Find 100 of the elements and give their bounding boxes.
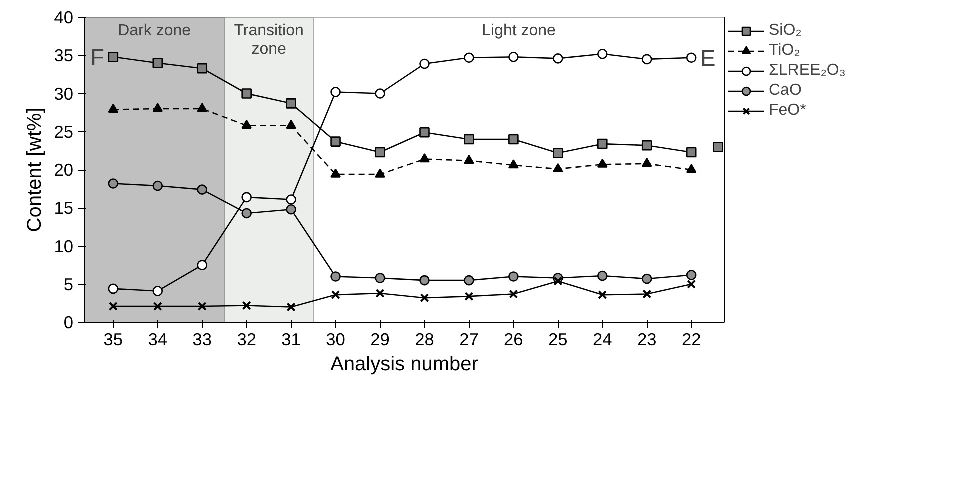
point bbox=[375, 168, 386, 178]
point bbox=[197, 184, 208, 195]
point bbox=[508, 134, 519, 145]
point bbox=[508, 52, 519, 62]
annotation: E bbox=[700, 44, 716, 71]
point bbox=[108, 178, 119, 189]
point bbox=[242, 208, 252, 219]
x-tick-label: 30 bbox=[326, 330, 346, 350]
point bbox=[420, 58, 430, 70]
y-axis-title: Content [wt%] bbox=[24, 108, 46, 232]
point bbox=[642, 290, 652, 299]
legend-label: TiO₂ bbox=[769, 42, 800, 60]
point bbox=[375, 147, 386, 158]
point bbox=[108, 302, 118, 312]
point bbox=[286, 302, 296, 312]
point bbox=[153, 302, 162, 312]
point bbox=[597, 48, 608, 60]
x-tick-label: 34 bbox=[148, 330, 168, 350]
point bbox=[242, 120, 252, 130]
point bbox=[598, 290, 608, 300]
point bbox=[330, 168, 341, 178]
point bbox=[686, 147, 697, 158]
point bbox=[553, 163, 564, 172]
point bbox=[108, 284, 119, 294]
point bbox=[331, 290, 340, 300]
point bbox=[686, 164, 697, 174]
band-label: Transition zone bbox=[234, 22, 304, 58]
point bbox=[642, 140, 652, 151]
point bbox=[198, 302, 207, 312]
point bbox=[286, 98, 296, 109]
x-tick-label: 32 bbox=[237, 330, 256, 350]
point bbox=[713, 142, 724, 152]
point bbox=[464, 275, 474, 286]
point bbox=[597, 270, 608, 282]
legend-label: CaO bbox=[769, 82, 802, 100]
point bbox=[420, 275, 430, 286]
point bbox=[375, 273, 386, 284]
point bbox=[464, 155, 474, 164]
point bbox=[286, 204, 296, 215]
point bbox=[420, 294, 430, 303]
y-tick-label: 40 bbox=[54, 8, 74, 28]
point bbox=[108, 52, 119, 62]
y-tick-label: 15 bbox=[54, 198, 74, 218]
point bbox=[376, 288, 385, 298]
x-axis-title: Analysis number bbox=[330, 354, 479, 376]
point bbox=[642, 158, 652, 168]
x-tick-label: 33 bbox=[192, 330, 212, 350]
point bbox=[152, 286, 164, 296]
x-tick-label: 26 bbox=[504, 330, 524, 350]
point bbox=[464, 292, 474, 302]
point bbox=[464, 134, 474, 145]
point bbox=[152, 180, 164, 192]
x-tick-label: 22 bbox=[682, 330, 702, 350]
point bbox=[553, 148, 564, 158]
point bbox=[509, 290, 518, 299]
point bbox=[286, 194, 296, 205]
point bbox=[242, 88, 252, 99]
y-tick-label: 5 bbox=[64, 274, 74, 294]
y-tick-label: 0 bbox=[64, 312, 74, 332]
point bbox=[242, 301, 252, 310]
point bbox=[197, 260, 208, 270]
legend-label: ΣLREE₂O₃ bbox=[769, 62, 846, 80]
point bbox=[152, 58, 164, 68]
point bbox=[508, 272, 519, 282]
point bbox=[554, 276, 563, 286]
point bbox=[687, 280, 696, 289]
point bbox=[686, 52, 697, 64]
point bbox=[642, 274, 652, 284]
band-label: Dark zone bbox=[118, 22, 192, 40]
point bbox=[375, 88, 386, 99]
point bbox=[420, 127, 430, 138]
band-label: Light zone bbox=[482, 22, 556, 40]
x-tick-label: 35 bbox=[104, 330, 124, 350]
point bbox=[197, 63, 208, 74]
point bbox=[597, 138, 608, 150]
x-tick-label: 24 bbox=[593, 330, 613, 350]
legend-label: FeO* bbox=[769, 102, 806, 120]
point bbox=[330, 272, 341, 282]
y-tick-label: 10 bbox=[54, 236, 74, 256]
point bbox=[108, 104, 119, 114]
x-tick-label: 27 bbox=[460, 330, 479, 350]
point bbox=[286, 120, 296, 130]
point bbox=[152, 103, 164, 112]
x-tick-label: 23 bbox=[637, 330, 657, 350]
point bbox=[330, 87, 341, 98]
point bbox=[197, 103, 208, 112]
legend-label: SiO₂ bbox=[769, 22, 802, 40]
y-tick-label: 35 bbox=[54, 46, 74, 66]
y-tick-label: 30 bbox=[54, 84, 74, 104]
point bbox=[508, 160, 519, 169]
point bbox=[597, 158, 608, 168]
point bbox=[242, 192, 252, 203]
point bbox=[553, 54, 564, 64]
point bbox=[464, 52, 474, 64]
point bbox=[686, 270, 697, 280]
x-tick-label: 31 bbox=[282, 330, 301, 350]
x-tick-label: 25 bbox=[548, 330, 568, 350]
x-tick-label: 29 bbox=[370, 330, 390, 350]
y-tick-label: 20 bbox=[54, 160, 74, 180]
point bbox=[642, 54, 652, 65]
